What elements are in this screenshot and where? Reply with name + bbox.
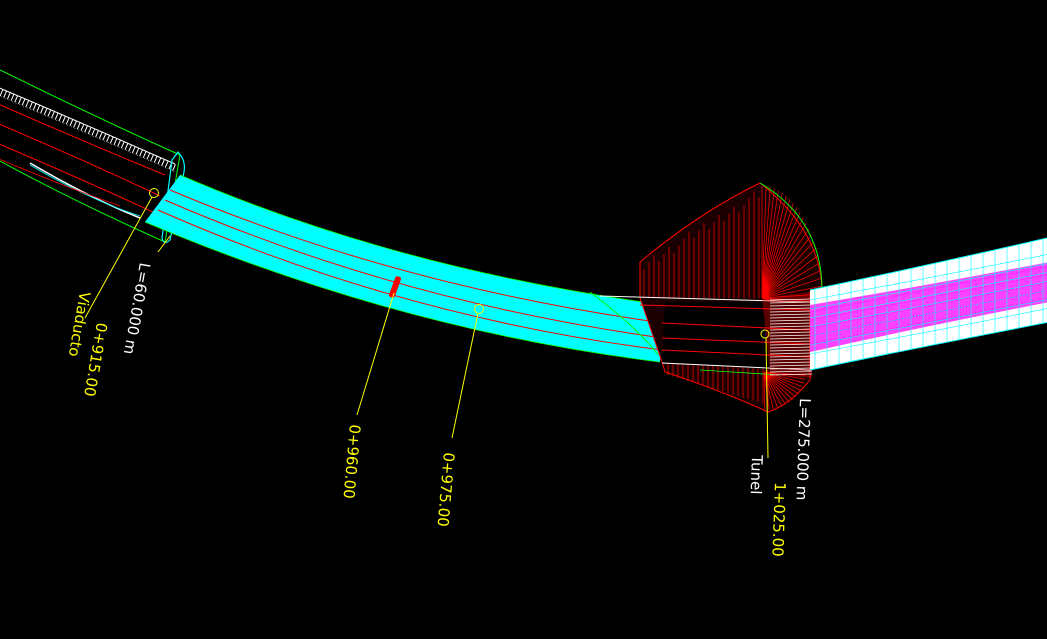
road-section (144, 174, 666, 363)
road-alignment-line (157, 209, 663, 351)
station-marker (388, 276, 402, 298)
station-circle (149, 188, 159, 198)
road-edge-line (144, 221, 661, 363)
portal-road-dark (662, 302, 810, 372)
station-label-0975: 0+975.00 (434, 452, 458, 528)
station-circle (474, 304, 484, 314)
portal-outer-edge (589, 291, 659, 356)
station-label-0960: 0+960.00 (340, 424, 364, 500)
station-leader-line (84, 196, 153, 319)
portal-face-hatch (769, 298, 813, 376)
structure-leader-line (157, 235, 171, 253)
station-leader-line (451, 312, 479, 439)
viaduct-alignment-lines (0, 104, 166, 219)
structure-length-label-viaducto: L=60.000 m (120, 261, 154, 356)
portal-road-line (661, 322, 811, 331)
station-leader-line (356, 292, 395, 416)
viaduct-section (0, 69, 185, 244)
portal-fan-lines (761, 186, 822, 411)
structure-length-label-tunel: L=275.000 m (792, 398, 814, 501)
portal-road-line (599, 295, 811, 303)
tunnel-edge (809, 237, 1047, 291)
station-leader-line (765, 337, 769, 459)
structure-name-label-tunel: Tunel (747, 454, 766, 495)
station-leaders (84, 188, 770, 459)
portal-outer-edge (759, 182, 823, 291)
portal-road-line (639, 304, 811, 311)
tunnel-interior (809, 237, 1047, 371)
road-fill (145, 175, 665, 362)
portal-road-line (661, 349, 811, 358)
tunnel-grid-lines (810, 240, 1047, 370)
station-label-1025: 1+025.00 (768, 482, 789, 557)
station-circle (760, 329, 770, 339)
portal-road-line (661, 337, 811, 345)
road-alignment-line (169, 189, 665, 324)
tunnel-portal-section (589, 182, 823, 413)
viaduct-railing-ticks (0, 83, 177, 173)
road-alignment-line (164, 199, 664, 339)
portal-hatch-lines (643, 191, 769, 405)
tunnel-edge (809, 321, 1047, 371)
viaduct-abutment (161, 151, 185, 244)
